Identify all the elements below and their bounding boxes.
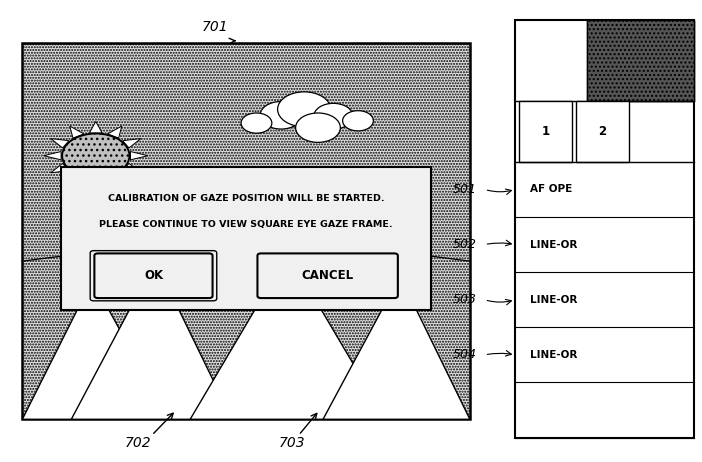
Polygon shape xyxy=(69,126,84,138)
Text: PLEASE CONTINUE TO VIEW SQUARE EYE GAZE FRAME.: PLEASE CONTINUE TO VIEW SQUARE EYE GAZE … xyxy=(99,220,393,229)
Circle shape xyxy=(314,103,353,129)
Text: 504: 504 xyxy=(453,348,477,361)
FancyBboxPatch shape xyxy=(94,253,213,298)
Text: 1: 1 xyxy=(541,125,550,138)
Bar xyxy=(22,43,470,419)
FancyBboxPatch shape xyxy=(258,253,398,298)
Text: OK: OK xyxy=(144,269,163,282)
Bar xyxy=(515,20,694,438)
Polygon shape xyxy=(89,178,102,190)
Circle shape xyxy=(277,92,331,127)
Polygon shape xyxy=(51,139,69,148)
Circle shape xyxy=(260,102,302,129)
Text: 701: 701 xyxy=(201,20,228,34)
Polygon shape xyxy=(131,152,148,160)
Bar xyxy=(22,43,470,419)
Text: LINE-OR: LINE-OR xyxy=(529,350,577,360)
Polygon shape xyxy=(107,173,121,185)
Text: 703: 703 xyxy=(278,436,305,450)
Polygon shape xyxy=(44,152,61,160)
Polygon shape xyxy=(22,280,169,419)
Polygon shape xyxy=(123,164,141,173)
Text: AF OPE: AF OPE xyxy=(529,184,572,195)
Polygon shape xyxy=(72,261,232,419)
Polygon shape xyxy=(89,122,102,133)
Bar xyxy=(587,20,694,101)
Circle shape xyxy=(241,113,272,133)
Text: 503: 503 xyxy=(453,293,477,306)
FancyBboxPatch shape xyxy=(90,251,217,301)
Circle shape xyxy=(62,134,129,178)
Text: 702: 702 xyxy=(124,436,151,450)
Text: LINE-OR: LINE-OR xyxy=(529,295,577,305)
Bar xyxy=(519,101,572,162)
Text: 2: 2 xyxy=(599,125,607,138)
Polygon shape xyxy=(107,126,121,138)
Polygon shape xyxy=(51,164,69,173)
Text: CANCEL: CANCEL xyxy=(302,269,354,282)
Bar xyxy=(61,167,432,310)
Circle shape xyxy=(296,113,340,142)
Text: 501: 501 xyxy=(453,183,477,196)
Polygon shape xyxy=(69,173,84,185)
Bar xyxy=(576,101,630,162)
Circle shape xyxy=(62,134,129,178)
Text: 502: 502 xyxy=(453,238,477,251)
Polygon shape xyxy=(190,254,386,419)
Text: CALIBRATION OF GAZE POSITION WILL BE STARTED.: CALIBRATION OF GAZE POSITION WILL BE STA… xyxy=(108,194,385,203)
Bar xyxy=(587,20,694,101)
Circle shape xyxy=(343,111,373,131)
Polygon shape xyxy=(323,276,470,419)
Polygon shape xyxy=(123,139,141,148)
Text: LINE-OR: LINE-OR xyxy=(529,240,577,249)
